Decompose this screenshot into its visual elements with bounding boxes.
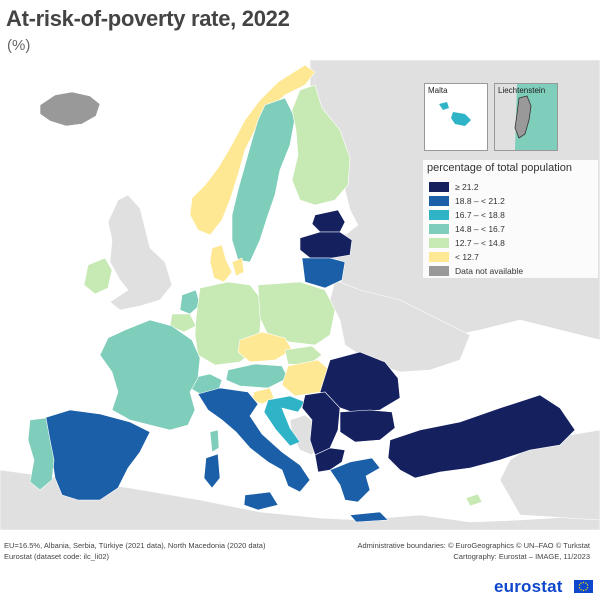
region-france bbox=[99, 319, 201, 431]
region-austria bbox=[225, 363, 289, 389]
region-liechtenstein bbox=[514, 95, 532, 139]
legend-item: Data not available bbox=[429, 264, 598, 278]
legend-item: 12.7 – < 14.8 bbox=[429, 236, 598, 250]
region-portugal bbox=[27, 417, 55, 491]
region-latvia bbox=[299, 231, 353, 259]
legend-swatch bbox=[429, 196, 449, 206]
region-spain bbox=[43, 409, 151, 501]
footnote-left: EU=16.5%, Albania, Serbia, Türkiye (2021… bbox=[4, 540, 265, 562]
region-cyprus bbox=[465, 493, 483, 507]
region-estonia bbox=[311, 209, 346, 233]
legend-item: ≥ 21.2 bbox=[429, 180, 598, 194]
legend-swatch bbox=[429, 210, 449, 220]
legend-label: ≥ 21.2 bbox=[455, 182, 479, 192]
legend-item: 16.7 – < 18.8 bbox=[429, 208, 598, 222]
region-croatia bbox=[263, 395, 306, 447]
region-middle-east bbox=[499, 429, 600, 521]
legend-swatch bbox=[429, 266, 449, 276]
inset-liechtenstein-label: Liechtenstein bbox=[498, 86, 546, 95]
region-greece bbox=[329, 457, 389, 523]
region-italy bbox=[197, 387, 311, 511]
page-title: At-risk-of-poverty rate, 2022 bbox=[6, 6, 290, 31]
page-subtitle: (%) bbox=[7, 37, 31, 54]
footnote-right-line2: Cartography: Eurostat – IMAGE, 11/2023 bbox=[453, 552, 590, 561]
region-finland bbox=[291, 84, 351, 206]
region-great-britain bbox=[107, 194, 173, 311]
inset-malta: Malta bbox=[424, 83, 488, 151]
region-poland bbox=[257, 281, 336, 346]
footnote-left-line2: Eurostat (dataset code: ilc_li02) bbox=[4, 552, 110, 561]
region-ireland bbox=[83, 257, 113, 295]
footnote-right: Administrative boundaries: © EuroGeograp… bbox=[357, 540, 590, 562]
region-bulgaria bbox=[339, 409, 396, 443]
inset-liechtenstein: Liechtenstein bbox=[494, 83, 558, 151]
region-slovakia bbox=[284, 345, 323, 366]
region-lithuania bbox=[301, 257, 346, 289]
eurostat-logo[interactable]: eurostat bbox=[494, 577, 563, 596]
legend-item: 18.8 – < 21.2 bbox=[429, 194, 598, 208]
region-czechia bbox=[237, 331, 293, 363]
legend-label: 16.7 – < 18.8 bbox=[455, 210, 505, 220]
region-turkiye bbox=[387, 394, 576, 479]
inset-malta-label: Malta bbox=[428, 86, 448, 95]
footnote-left-line1: EU=16.5%, Albania, Serbia, Türkiye (2021… bbox=[4, 541, 266, 550]
region-netherlands bbox=[179, 289, 201, 315]
legend-swatch bbox=[429, 238, 449, 248]
region-belgium bbox=[169, 313, 197, 333]
eu-flag-icon bbox=[574, 580, 593, 593]
legend-item: 14.8 – < 16.7 bbox=[429, 222, 598, 236]
legend-item: < 12.7 bbox=[429, 250, 598, 264]
legend-swatch bbox=[429, 252, 449, 262]
legend-label: Data not available bbox=[455, 266, 524, 276]
region-sardinia bbox=[203, 453, 221, 489]
legend-label: 18.8 – < 21.2 bbox=[455, 196, 505, 206]
region-sweden bbox=[231, 97, 296, 263]
region-north-africa bbox=[0, 469, 600, 531]
region-iceland bbox=[39, 91, 101, 127]
region-malta bbox=[439, 102, 471, 126]
region-south-balkans bbox=[314, 447, 346, 473]
legend-swatch bbox=[429, 182, 449, 192]
region-corsica bbox=[209, 429, 220, 453]
region-ukraine bbox=[329, 279, 471, 373]
legend-label: < 12.7 bbox=[455, 252, 479, 262]
region-denmark bbox=[209, 244, 245, 283]
legend-label: 12.7 – < 14.8 bbox=[455, 238, 505, 248]
footnote-right-line1: Administrative boundaries: © EuroGeograp… bbox=[357, 541, 590, 550]
legend-title: percentage of total population bbox=[427, 162, 572, 174]
legend-label: 14.8 – < 16.7 bbox=[455, 224, 505, 234]
legend-swatch bbox=[429, 224, 449, 234]
map-legend: percentage of total population ≥ 21.2 18.… bbox=[423, 160, 598, 278]
